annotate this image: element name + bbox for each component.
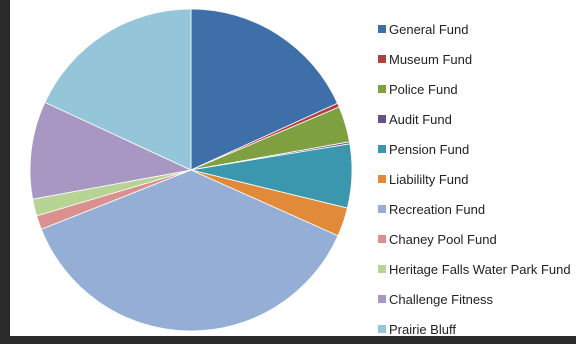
legend-label: Recreation Fund xyxy=(389,201,486,217)
legend-swatch xyxy=(378,85,386,93)
legend-item: General Fund xyxy=(378,14,571,44)
legend-label: Liabililty Fund xyxy=(389,171,469,187)
legend-label: General Fund xyxy=(389,21,469,37)
chart-area: General Fund Museum Fund Police Fund Audit … xyxy=(10,0,576,337)
legend-item: Heritage Falls Water Park Fund xyxy=(378,254,571,284)
pie-chart xyxy=(29,8,353,332)
pie-slice-recreation-fund xyxy=(40,169,339,332)
legend-swatch xyxy=(378,55,386,63)
legend-swatch xyxy=(378,115,386,123)
legend-swatch xyxy=(378,265,386,273)
legend-item: Pension Fund xyxy=(378,134,571,164)
legend-item: Liabililty Fund xyxy=(378,164,571,194)
legend-item: Challenge Fitness xyxy=(378,284,571,314)
legend-swatch xyxy=(378,145,386,153)
legend-swatch xyxy=(378,205,386,213)
legend-label: Heritage Falls Water Park Fund xyxy=(389,261,571,277)
legend-swatch xyxy=(378,235,386,243)
legend-item: Museum Fund xyxy=(378,44,571,74)
legend-swatch xyxy=(378,175,386,183)
legend-label: Police Fund xyxy=(389,81,458,97)
legend-label: Pension Fund xyxy=(389,141,470,157)
legend-item: Recreation Fund xyxy=(378,194,571,224)
pie-slice-challenge-fitness xyxy=(29,101,193,200)
legend-label: Museum Fund xyxy=(389,51,473,67)
legend-label: Challenge Fitness xyxy=(389,291,494,307)
legend-swatch xyxy=(378,295,386,303)
legend-item: Audit Fund xyxy=(378,104,571,134)
legend-item: Prairie Bluff xyxy=(378,314,571,344)
legend-item: Police Fund xyxy=(378,74,571,104)
pie-slice-general-fund xyxy=(190,8,339,171)
legend: General Fund Museum Fund Police Fund Audit … xyxy=(378,14,571,344)
legend-label: Chaney Pool Fund xyxy=(389,231,497,247)
legend-item: Chaney Pool Fund xyxy=(378,224,571,254)
legend-label: Audit Fund xyxy=(389,111,452,127)
legend-swatch xyxy=(378,25,386,33)
legend-label: Prairie Bluff xyxy=(389,321,456,337)
legend-swatch xyxy=(378,325,386,333)
pie-slice-prairie-bluff xyxy=(44,8,192,171)
